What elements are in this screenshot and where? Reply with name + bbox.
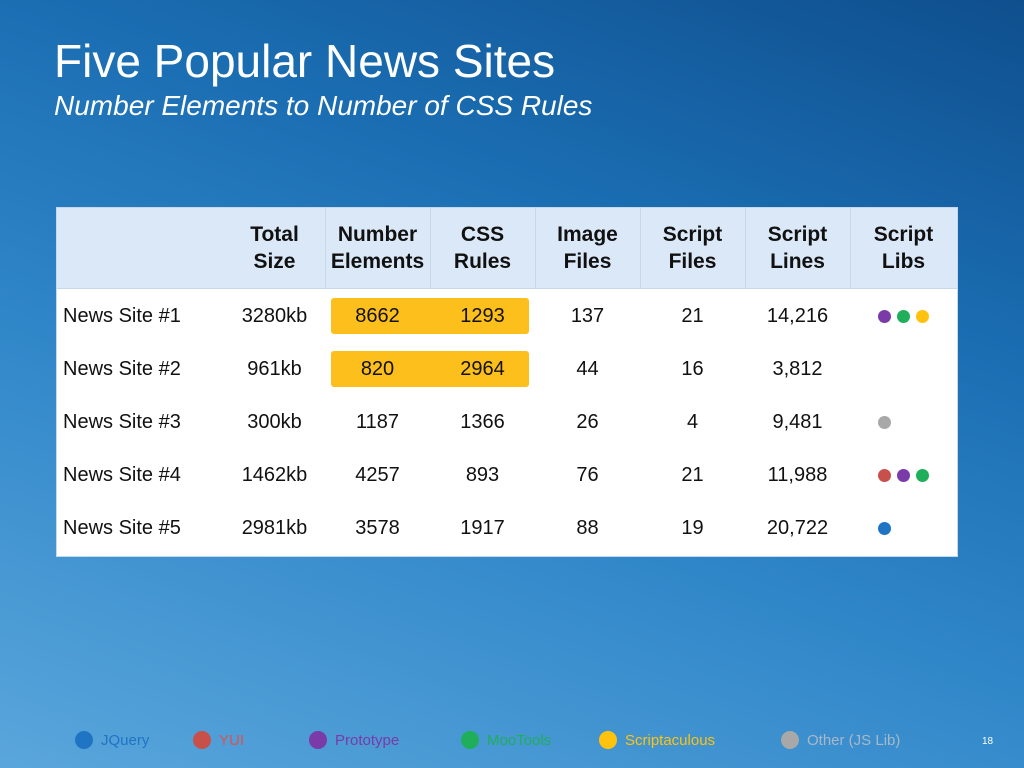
mootools-lib-dot-icon bbox=[916, 469, 929, 482]
legend-item-yui: YUI bbox=[193, 728, 244, 752]
cell-site: News Site #4 bbox=[63, 464, 181, 486]
cell-site: News Site #5 bbox=[63, 517, 181, 539]
table-header-row: Total Size Number Elements CSS Rules Image … bbox=[57, 208, 957, 289]
cell-image-files: 88 bbox=[576, 517, 599, 539]
cell-script-files: 4 bbox=[686, 411, 699, 433]
page-number: 18 bbox=[982, 736, 994, 747]
legend-label: JQuery bbox=[101, 731, 150, 749]
cell-script-files: 16 bbox=[681, 358, 704, 380]
cell-script-lines: 11,988 bbox=[767, 464, 828, 486]
cell-site: News Site #3 bbox=[63, 411, 181, 433]
cell-image-files: 76 bbox=[576, 464, 599, 486]
cell-script-files: 21 bbox=[681, 464, 704, 486]
cell-script-lines: 20,722 bbox=[766, 517, 829, 539]
cell-script-lines: 14,216 bbox=[766, 305, 829, 327]
legend-item-other: Other (JS Lib) bbox=[781, 728, 900, 752]
cell-css-rules: 2964 bbox=[460, 358, 505, 380]
yui-lib-dot-icon bbox=[878, 469, 891, 482]
cell-css-rules: 1917 bbox=[460, 517, 505, 539]
slide-subtitle: Number Elements to Number of CSS Rules bbox=[54, 90, 593, 121]
table-row: News Site #4 1462kb 4257 893 76 21 11,988 bbox=[57, 449, 957, 502]
cell-css-rules: 893 bbox=[465, 464, 500, 486]
mootools-lib-dot-icon bbox=[897, 310, 910, 323]
legend-label: MooTools bbox=[487, 731, 552, 749]
legend-label: Other (JS Lib) bbox=[807, 731, 901, 749]
cell-css-rules: 1366 bbox=[460, 411, 505, 433]
header-separator bbox=[430, 208, 431, 288]
header-css-rules: CSS Rules bbox=[453, 223, 512, 273]
cell-number-elements: 4257 bbox=[355, 464, 400, 486]
cell-script-files: 19 bbox=[681, 517, 704, 539]
cell-image-files: 26 bbox=[576, 411, 599, 433]
cell-number-elements: 1187 bbox=[355, 411, 399, 433]
cell-number-elements: 820 bbox=[360, 358, 395, 380]
prototype-lib-dot-icon bbox=[897, 469, 910, 482]
header-image-files: Image Files bbox=[557, 223, 618, 273]
header-separator bbox=[850, 208, 851, 288]
other-lib-dot-icon bbox=[878, 416, 891, 429]
header-script-files: Script Files bbox=[662, 223, 723, 273]
header-site bbox=[57, 208, 224, 288]
cell-total-size: 2981kb bbox=[241, 517, 308, 539]
table-row: News Site #3 300kb 1187 1366 26 4 9,481 bbox=[57, 396, 957, 449]
cell-site: News Site #1 bbox=[63, 305, 181, 327]
cell-image-files: 137 bbox=[570, 305, 605, 327]
cell-script-lines: 3,812 bbox=[772, 358, 823, 380]
cell-script-files: 21 bbox=[681, 305, 704, 327]
prototype-legend-dot-icon bbox=[309, 731, 327, 749]
legend-item-jquery: JQuery bbox=[75, 728, 149, 752]
cell-script-libs bbox=[878, 290, 929, 343]
cell-script-lines: 9,481 bbox=[772, 411, 823, 433]
prototype-lib-dot-icon bbox=[878, 310, 891, 323]
cell-script-libs bbox=[878, 449, 929, 502]
legend-item-prototype: Prototype bbox=[309, 728, 399, 752]
cell-total-size: 3280kb bbox=[241, 305, 308, 327]
header-total-size: Total Size bbox=[250, 223, 299, 273]
other-legend-dot-icon bbox=[781, 731, 799, 749]
cell-total-size: 300kb bbox=[247, 411, 302, 433]
header-separator bbox=[535, 208, 536, 288]
legend-item-scriptaculous: Scriptaculous bbox=[599, 728, 715, 752]
legend: JQuery YUI Prototype MooTools Scriptaculous O… bbox=[0, 728, 1024, 754]
mootools-legend-dot-icon bbox=[461, 731, 479, 749]
data-table: Total Size Number Elements CSS Rules Image … bbox=[56, 207, 958, 557]
scriptaculous-legend-dot-icon bbox=[599, 731, 617, 749]
cell-script-libs bbox=[878, 502, 891, 555]
cell-image-files: 44 bbox=[576, 358, 599, 380]
cell-css-rules: 1293 bbox=[460, 305, 505, 327]
table-row: News Site #2 961kb 820 2964 44 16 3,812 bbox=[57, 343, 957, 396]
jquery-legend-dot-icon bbox=[75, 731, 93, 749]
highlight-box bbox=[331, 351, 529, 387]
header-script-lines: Script Lines bbox=[767, 223, 828, 273]
header-number-elements: Number Elements bbox=[330, 223, 425, 273]
header-script-libs: Script Libs bbox=[873, 223, 934, 273]
legend-item-mootools: MooTools bbox=[461, 728, 551, 752]
cell-number-elements: 8662 bbox=[355, 305, 400, 327]
legend-label: Scriptaculous bbox=[625, 731, 716, 749]
legend-label: YUI bbox=[219, 731, 245, 749]
header-separator bbox=[745, 208, 746, 288]
cell-site: News Site #2 bbox=[63, 358, 181, 380]
legend-label: Prototype bbox=[335, 731, 400, 749]
jquery-lib-dot-icon bbox=[878, 522, 891, 535]
scriptaculous-lib-dot-icon bbox=[916, 310, 929, 323]
table-row: News Site #1 3280kb 8662 1293 137 21 14,216 bbox=[57, 290, 957, 343]
cell-total-size: 961kb bbox=[247, 358, 302, 380]
cell-number-elements: 3578 bbox=[355, 517, 400, 539]
table-row: News Site #5 2981kb 3578 1917 88 19 20,722 bbox=[57, 502, 957, 555]
cell-script-libs bbox=[878, 396, 891, 449]
header-separator bbox=[325, 208, 326, 288]
cell-total-size: 1462kb bbox=[241, 464, 308, 486]
yui-legend-dot-icon bbox=[193, 731, 211, 749]
header-separator bbox=[640, 208, 641, 288]
highlight-box bbox=[331, 298, 529, 334]
slide-title: Five Popular News Sites bbox=[54, 35, 556, 87]
